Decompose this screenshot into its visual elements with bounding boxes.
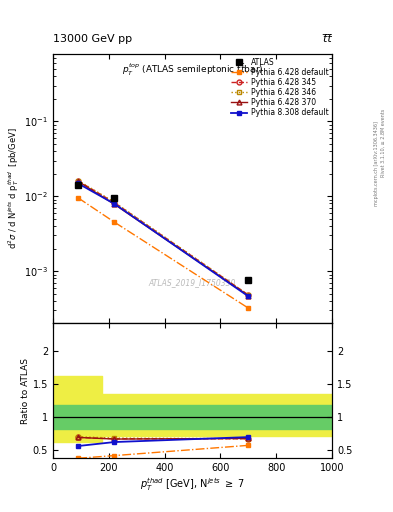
Pythia 6.428 345 <box>112 200 117 206</box>
Pythia 8.308 default <box>246 293 251 300</box>
Pythia 6.428 345 <box>246 292 251 298</box>
Pythia 8.308 default <box>76 180 81 186</box>
Text: t̅t̅: t̅t̅ <box>323 33 332 44</box>
ATLAS <box>112 195 117 201</box>
Line: Pythia 6.428 346: Pythia 6.428 346 <box>76 178 251 297</box>
Pythia 6.428 345 <box>76 178 81 184</box>
Text: Rivet 3.1.10, ≥ 2.8M events: Rivet 3.1.10, ≥ 2.8M events <box>381 109 386 178</box>
Line: Pythia 6.428 370: Pythia 6.428 370 <box>76 179 251 298</box>
Pythia 6.428 370 <box>76 178 81 184</box>
Legend: ATLAS, Pythia 6.428 default, Pythia 6.428 345, Pythia 6.428 346, Pythia 6.428 37: ATLAS, Pythia 6.428 default, Pythia 6.42… <box>229 56 330 119</box>
Line: Pythia 8.308 default: Pythia 8.308 default <box>76 181 251 299</box>
Pythia 6.428 346 <box>112 199 117 205</box>
Line: Pythia 6.428 default: Pythia 6.428 default <box>76 196 251 311</box>
X-axis label: $p_T^{thad}$ [GeV], N$^{jets}$ $\geq$ 7: $p_T^{thad}$ [GeV], N$^{jets}$ $\geq$ 7 <box>140 476 245 493</box>
Pythia 6.428 default <box>246 305 251 311</box>
Line: Pythia 6.428 345: Pythia 6.428 345 <box>76 179 251 297</box>
Pythia 6.428 370 <box>246 292 251 298</box>
Pythia 6.428 370 <box>112 201 117 207</box>
Pythia 6.428 346 <box>246 292 251 298</box>
Text: mcplots.cern.ch [arXiv:1306.3436]: mcplots.cern.ch [arXiv:1306.3436] <box>374 121 379 206</box>
Pythia 6.428 default <box>76 195 81 201</box>
Y-axis label: Ratio to ATLAS: Ratio to ATLAS <box>21 358 30 424</box>
Line: ATLAS: ATLAS <box>75 182 252 284</box>
Pythia 6.428 default <box>112 219 117 225</box>
Text: $p_T^{top}$ (ATLAS semileptonic t$\bar{t}$bar): $p_T^{top}$ (ATLAS semileptonic t$\bar{t… <box>122 62 263 78</box>
Y-axis label: d$^2\sigma$ / d N$^{jets}$ d p$_T^{thad}$  [pb/GeV]: d$^2\sigma$ / d N$^{jets}$ d p$_T^{thad}… <box>7 128 22 249</box>
Text: ATLAS_2019_I1750330: ATLAS_2019_I1750330 <box>149 279 236 287</box>
Pythia 6.428 346 <box>76 178 81 184</box>
Text: 13000 GeV pp: 13000 GeV pp <box>53 33 132 44</box>
ATLAS <box>76 182 81 188</box>
ATLAS <box>246 278 251 284</box>
Pythia 8.308 default <box>112 201 117 207</box>
